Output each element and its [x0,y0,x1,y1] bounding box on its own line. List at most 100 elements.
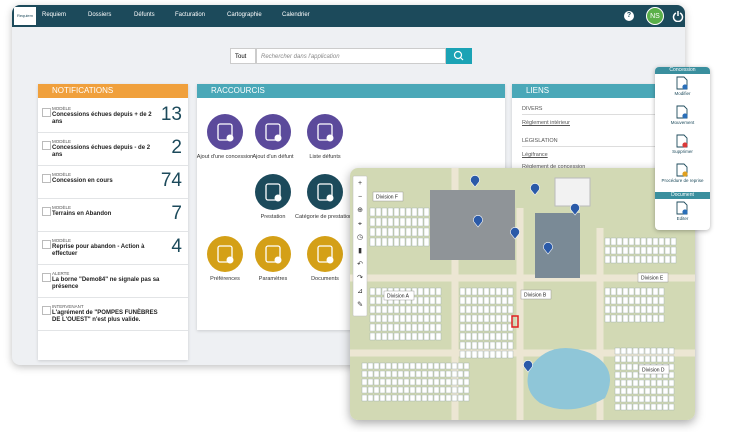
menu-item[interactable]: Dossiers [88,12,112,18]
shortcut-icon[interactable] [254,113,292,151]
plot [393,227,400,237]
plot [638,379,645,387]
notification-tag: MODÈLE [52,139,72,144]
logo[interactable]: Requiem [14,7,36,25]
shortcut-label[interactable]: Ajout d'un défunt [252,154,294,160]
plot [622,296,629,305]
notification[interactable]: INTERVENANT L'agrément de "POMPES FUNÈBRE… [38,298,188,331]
division-label: Division E [641,276,664,282]
shortcut-label[interactable]: Paramètres [258,276,288,282]
toolbar-button: ↶ [357,261,363,268]
search-scope[interactable]: Tout [230,48,256,64]
plot [415,362,422,370]
help-icon[interactable]: ? [624,11,634,21]
plot [640,305,647,314]
shortcut-label[interactable]: Ajout d'une concession [196,154,254,160]
menu-item[interactable]: Requiem [42,12,67,18]
menu-item[interactable]: Calendrier [282,12,310,18]
search-input[interactable]: Rechercher dans l'application [256,48,446,64]
notification[interactable]: MODÈLE Concession en cours 74 [38,166,188,199]
shortcut-label[interactable]: Documents [311,276,339,282]
menu-item[interactable]: Défunts [134,12,155,18]
notification[interactable]: MODÈLE Reprise pour abandon - Action à ef… [38,232,188,265]
plot [650,403,657,411]
plot [646,314,653,323]
action-label[interactable]: Mouvement [670,120,695,125]
notification[interactable]: MODÈLE Terrains en Abandon 7 [38,199,188,232]
notification[interactable]: MODÈLE Concessions échues depuis + de 2 a… [38,100,188,133]
action-label[interactable]: Editer [676,216,689,221]
map[interactable]: + − ⊕ ⌖ ◷ ▮ ↶ ↷ ⊿ ✎ Division F Division A Division B… [350,168,695,420]
action-icon[interactable] [676,105,688,119]
shortcut-icon[interactable] [254,235,292,273]
power-icon[interactable] [672,10,684,22]
shortcut-icon[interactable] [254,173,292,211]
shortcut-icon[interactable] [306,235,344,273]
action-icon[interactable] [676,134,688,148]
shortcut-icon[interactable] [306,113,344,151]
avatar[interactable]: NS [646,7,664,25]
link[interactable]: Réglement de concession [522,164,586,170]
plot [399,237,406,247]
plot [628,246,635,255]
shortcut-icon[interactable] [206,235,244,273]
plot [507,332,514,341]
plot [417,296,424,305]
plot [610,255,617,264]
badge [682,142,688,148]
plot [405,227,412,237]
action-icon[interactable] [676,76,688,90]
plot [375,287,382,296]
plot [495,341,502,350]
plot [463,362,470,370]
shortcut-label[interactable]: Prestation [260,214,286,220]
plot [489,341,496,350]
plot [381,332,388,341]
plot [399,305,406,314]
plot [668,371,675,379]
notification[interactable]: ALERTE La borne "Demo84" ne signale pas s… [38,265,188,298]
shortcut-label[interactable]: Préférences [210,276,240,282]
plot [399,227,406,237]
plot [650,379,657,387]
plot [405,207,412,217]
division-label-bg [638,364,670,375]
shortcut-label[interactable]: Liste défunts [309,154,341,160]
plot [604,246,611,255]
plot [373,386,380,394]
shortcut-label[interactable]: Catégorie de prestations [295,214,355,220]
plot [387,305,394,314]
menu-item[interactable]: Facturation [175,12,206,18]
link[interactable]: Règlement intérieur [522,120,570,126]
plot [620,403,627,411]
plot [397,370,404,378]
plot [622,237,629,246]
action-label[interactable]: Modifier [674,91,691,96]
plot [457,362,464,370]
plot [628,287,635,296]
plot [465,305,472,314]
plot [646,255,653,264]
map-pin [543,242,553,255]
plot [387,314,394,323]
plot [445,370,452,378]
shortcut-icon[interactable] [206,113,244,151]
plot [397,378,404,386]
map-canvas[interactable]: + − ⊕ ⌖ ◷ ▮ ↶ ↷ ⊿ ✎ Division F Division A Division B… [350,168,695,420]
action-label[interactable]: Procédure de reprise [661,178,704,183]
badge [682,113,688,119]
plot [459,287,466,296]
link[interactable]: Légifrance [522,152,548,158]
action-icon[interactable] [676,201,688,215]
action-icon[interactable] [676,163,688,177]
action-label[interactable]: Supprimer [672,149,693,154]
search-button[interactable] [446,48,472,64]
shortcut-icon[interactable] [306,173,344,211]
plot [375,227,382,237]
notification[interactable]: MODÈLE Concessions échues depuis - de 2 a… [38,133,188,166]
icon-glyph [274,134,282,142]
plot [465,332,472,341]
menu-item[interactable]: Cartographie [227,12,262,18]
plot [626,403,633,411]
plot [662,403,669,411]
